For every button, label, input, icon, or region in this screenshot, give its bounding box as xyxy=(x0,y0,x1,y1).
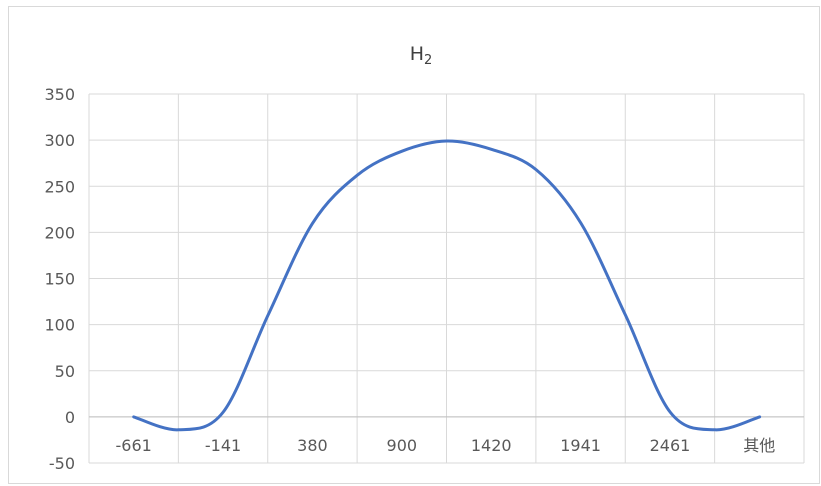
y-tick-label: 300 xyxy=(44,131,75,150)
x-tick-label: 1941 xyxy=(560,436,601,455)
x-tick-label: 900 xyxy=(387,436,418,455)
x-tick-label: 1420 xyxy=(471,436,512,455)
y-tick-label: 200 xyxy=(44,223,75,242)
y-tick-label: 100 xyxy=(44,316,75,335)
y-tick-label: 0 xyxy=(65,408,75,427)
x-tick-label: 2461 xyxy=(650,436,691,455)
chart-title: H2 xyxy=(410,43,433,68)
y-tick-label: 50 xyxy=(55,362,75,381)
y-tick-label: 150 xyxy=(44,270,75,289)
tick-labels: 350 300 250 200 150 100 50 0 -50 -661 -141 380 900 14… xyxy=(44,85,775,473)
x-tick-label: -661 xyxy=(116,436,152,455)
chart-frame: H2 350 300 250 200 150 100 50 0 -50 -661 -141 380 90… xyxy=(8,6,820,484)
series-layer xyxy=(132,139,762,432)
x-tick-label: 其他 xyxy=(743,436,775,455)
y-tick-label: 350 xyxy=(44,85,75,104)
chart-title-main: H xyxy=(410,43,424,65)
y-tick-label: 250 xyxy=(44,177,75,196)
gridlines xyxy=(88,93,805,464)
series-line xyxy=(132,139,762,432)
x-tick-label: -141 xyxy=(205,436,241,455)
x-tick-label: 380 xyxy=(297,436,328,455)
y-tick-label: -50 xyxy=(49,454,75,473)
line-chart: H2 350 300 250 200 150 100 50 0 -50 -661 -141 380 90… xyxy=(44,43,805,473)
chart-title-subscript: 2 xyxy=(424,53,432,68)
